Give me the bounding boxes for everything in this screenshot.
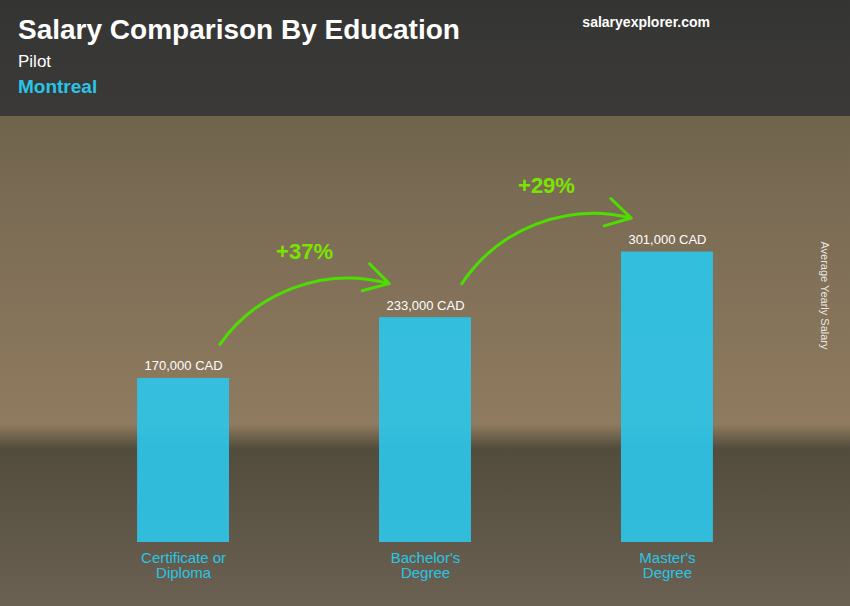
html-text:salaryexplorer.com: salaryexplorer.com: [582, 14, 710, 30]
svg-text:233,000 CAD: 233,000 CAD: [386, 298, 464, 313]
svg-text:Bachelor'sDegree: Bachelor'sDegree: [391, 549, 461, 581]
svg-text:301,000 CAD: 301,000 CAD: [628, 232, 706, 247]
svg-text:Average Yearly Salary: Average Yearly Salary: [819, 241, 831, 350]
svg-text:Certificate orDiploma: Certificate orDiploma: [141, 549, 226, 581]
html-text:Pilot: Pilot: [18, 52, 52, 71]
svg-text:170,000 CAD: 170,000 CAD: [145, 358, 223, 373]
html-text:Montreal: Montreal: [18, 76, 98, 97]
svg-text:+37%: +37%: [276, 239, 333, 264]
svg-text:+29%: +29%: [518, 173, 575, 198]
html-text:Salary Comparison By Education: Salary Comparison By Education: [18, 14, 460, 45]
svg-text:Master'sDegree: Master'sDegree: [639, 549, 695, 581]
